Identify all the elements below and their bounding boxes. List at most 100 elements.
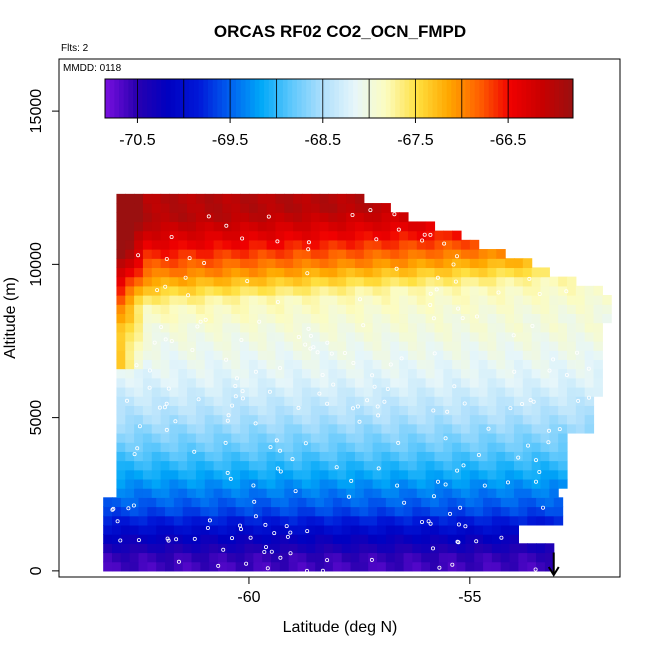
heatmap-cell [412,506,422,517]
heatmap-cell [487,249,497,259]
sample-point [290,457,295,462]
heatmap-cell [346,258,356,269]
heatmap-cell [288,534,299,544]
heatmap-cell [147,534,157,544]
heatmap-cell [240,322,250,333]
heatmap-cell [416,267,427,278]
sample-point [306,326,311,331]
sample-point [357,419,362,424]
heatmap-cell [478,451,489,462]
heatmap-cell [372,368,383,379]
sample-point [252,499,257,504]
sample-point [420,238,425,243]
heatmap-cell [425,451,436,462]
heatmap-cell [584,340,595,351]
heatmap-cell [443,460,453,471]
heatmap-cell [125,276,135,287]
heatmap-cell [399,239,409,250]
heatmap-cell [240,212,250,223]
colorbar-segment [310,79,317,118]
heatmap-cell [558,350,568,360]
heatmap-cell [301,442,312,452]
heatmap-cell [399,212,409,223]
heatmap-cell [346,386,356,397]
heatmap-cell [204,313,215,324]
heatmap-cell [372,405,383,416]
heatmap-cell [403,534,413,544]
heatmap-cell [266,230,277,241]
heatmap-cell [558,340,568,351]
colorbar-segment [446,79,452,118]
heatmap-cell [235,561,246,572]
heatmap-cell [390,423,400,434]
x-tick-label: -60 [237,589,260,606]
heatmap-cell [266,322,277,333]
sample-point [505,480,510,485]
heatmap-cell [584,368,595,379]
heatmap-cell [151,423,162,434]
heatmap-cell [346,313,356,324]
heatmap-cell [142,230,153,241]
heatmap-cell [593,386,603,397]
heatmap-cell [125,322,135,333]
heatmap-cell [399,377,409,388]
heatmap-cell [240,423,250,434]
heatmap-cell [478,396,489,406]
heatmap-cell [337,221,347,232]
heatmap-cell [178,203,188,213]
heatmap-cell [566,405,577,416]
heatmap-cell [363,276,374,287]
heatmap-cell [240,442,250,452]
heatmap-cell [204,239,215,250]
heatmap-cell [416,258,427,269]
heatmap-cell [540,377,550,388]
sample-point [267,389,272,394]
heatmap-cell [337,267,347,278]
heatmap-cell [191,552,201,563]
heatmap-cell [187,469,197,480]
heatmap-cell [134,193,144,204]
heatmap-cell [191,543,201,554]
heatmap-cell [178,295,188,305]
heatmap-cell [248,313,259,324]
heatmap-cell [235,552,246,563]
heatmap-cell [399,285,409,296]
sample-point [508,406,513,411]
heatmap-cell [460,478,471,489]
heatmap-cell [518,561,528,572]
heatmap-cell [350,497,360,508]
heatmap-cell [483,497,493,508]
heatmap-cell [469,386,480,397]
heatmap-cell [248,230,259,241]
heatmap-cell [222,230,232,241]
heatmap-cell [310,267,321,278]
colorbar-segment [184,79,190,118]
heatmap-cell [465,543,475,554]
heatmap-cell [531,313,542,324]
heatmap-cell [443,442,453,452]
sample-point [253,421,258,426]
heatmap-cell [218,561,228,572]
heatmap-cell [390,258,400,269]
heatmap-cell [204,331,215,342]
heatmap-cell [544,497,555,508]
heatmap-cell [469,405,480,416]
heatmap-cell [324,534,334,544]
heatmap-cell [487,340,497,351]
heatmap-cell [346,432,356,443]
heatmap-cell [337,212,347,223]
colorbar-segment [507,79,513,118]
heatmap-cell [204,267,215,278]
heatmap-cell [240,414,250,425]
heatmap-cell [204,469,215,480]
heatmap-cell [354,442,365,452]
heatmap-cell [151,285,162,296]
heatmap-cell [553,506,564,517]
heatmap-cell [474,524,484,535]
heatmap-cell [125,285,135,296]
colorbar-segment [170,79,176,118]
sample-point [361,323,366,328]
heatmap-cell [487,368,497,379]
heatmap-cell [284,442,294,452]
heatmap-cell [452,285,462,296]
